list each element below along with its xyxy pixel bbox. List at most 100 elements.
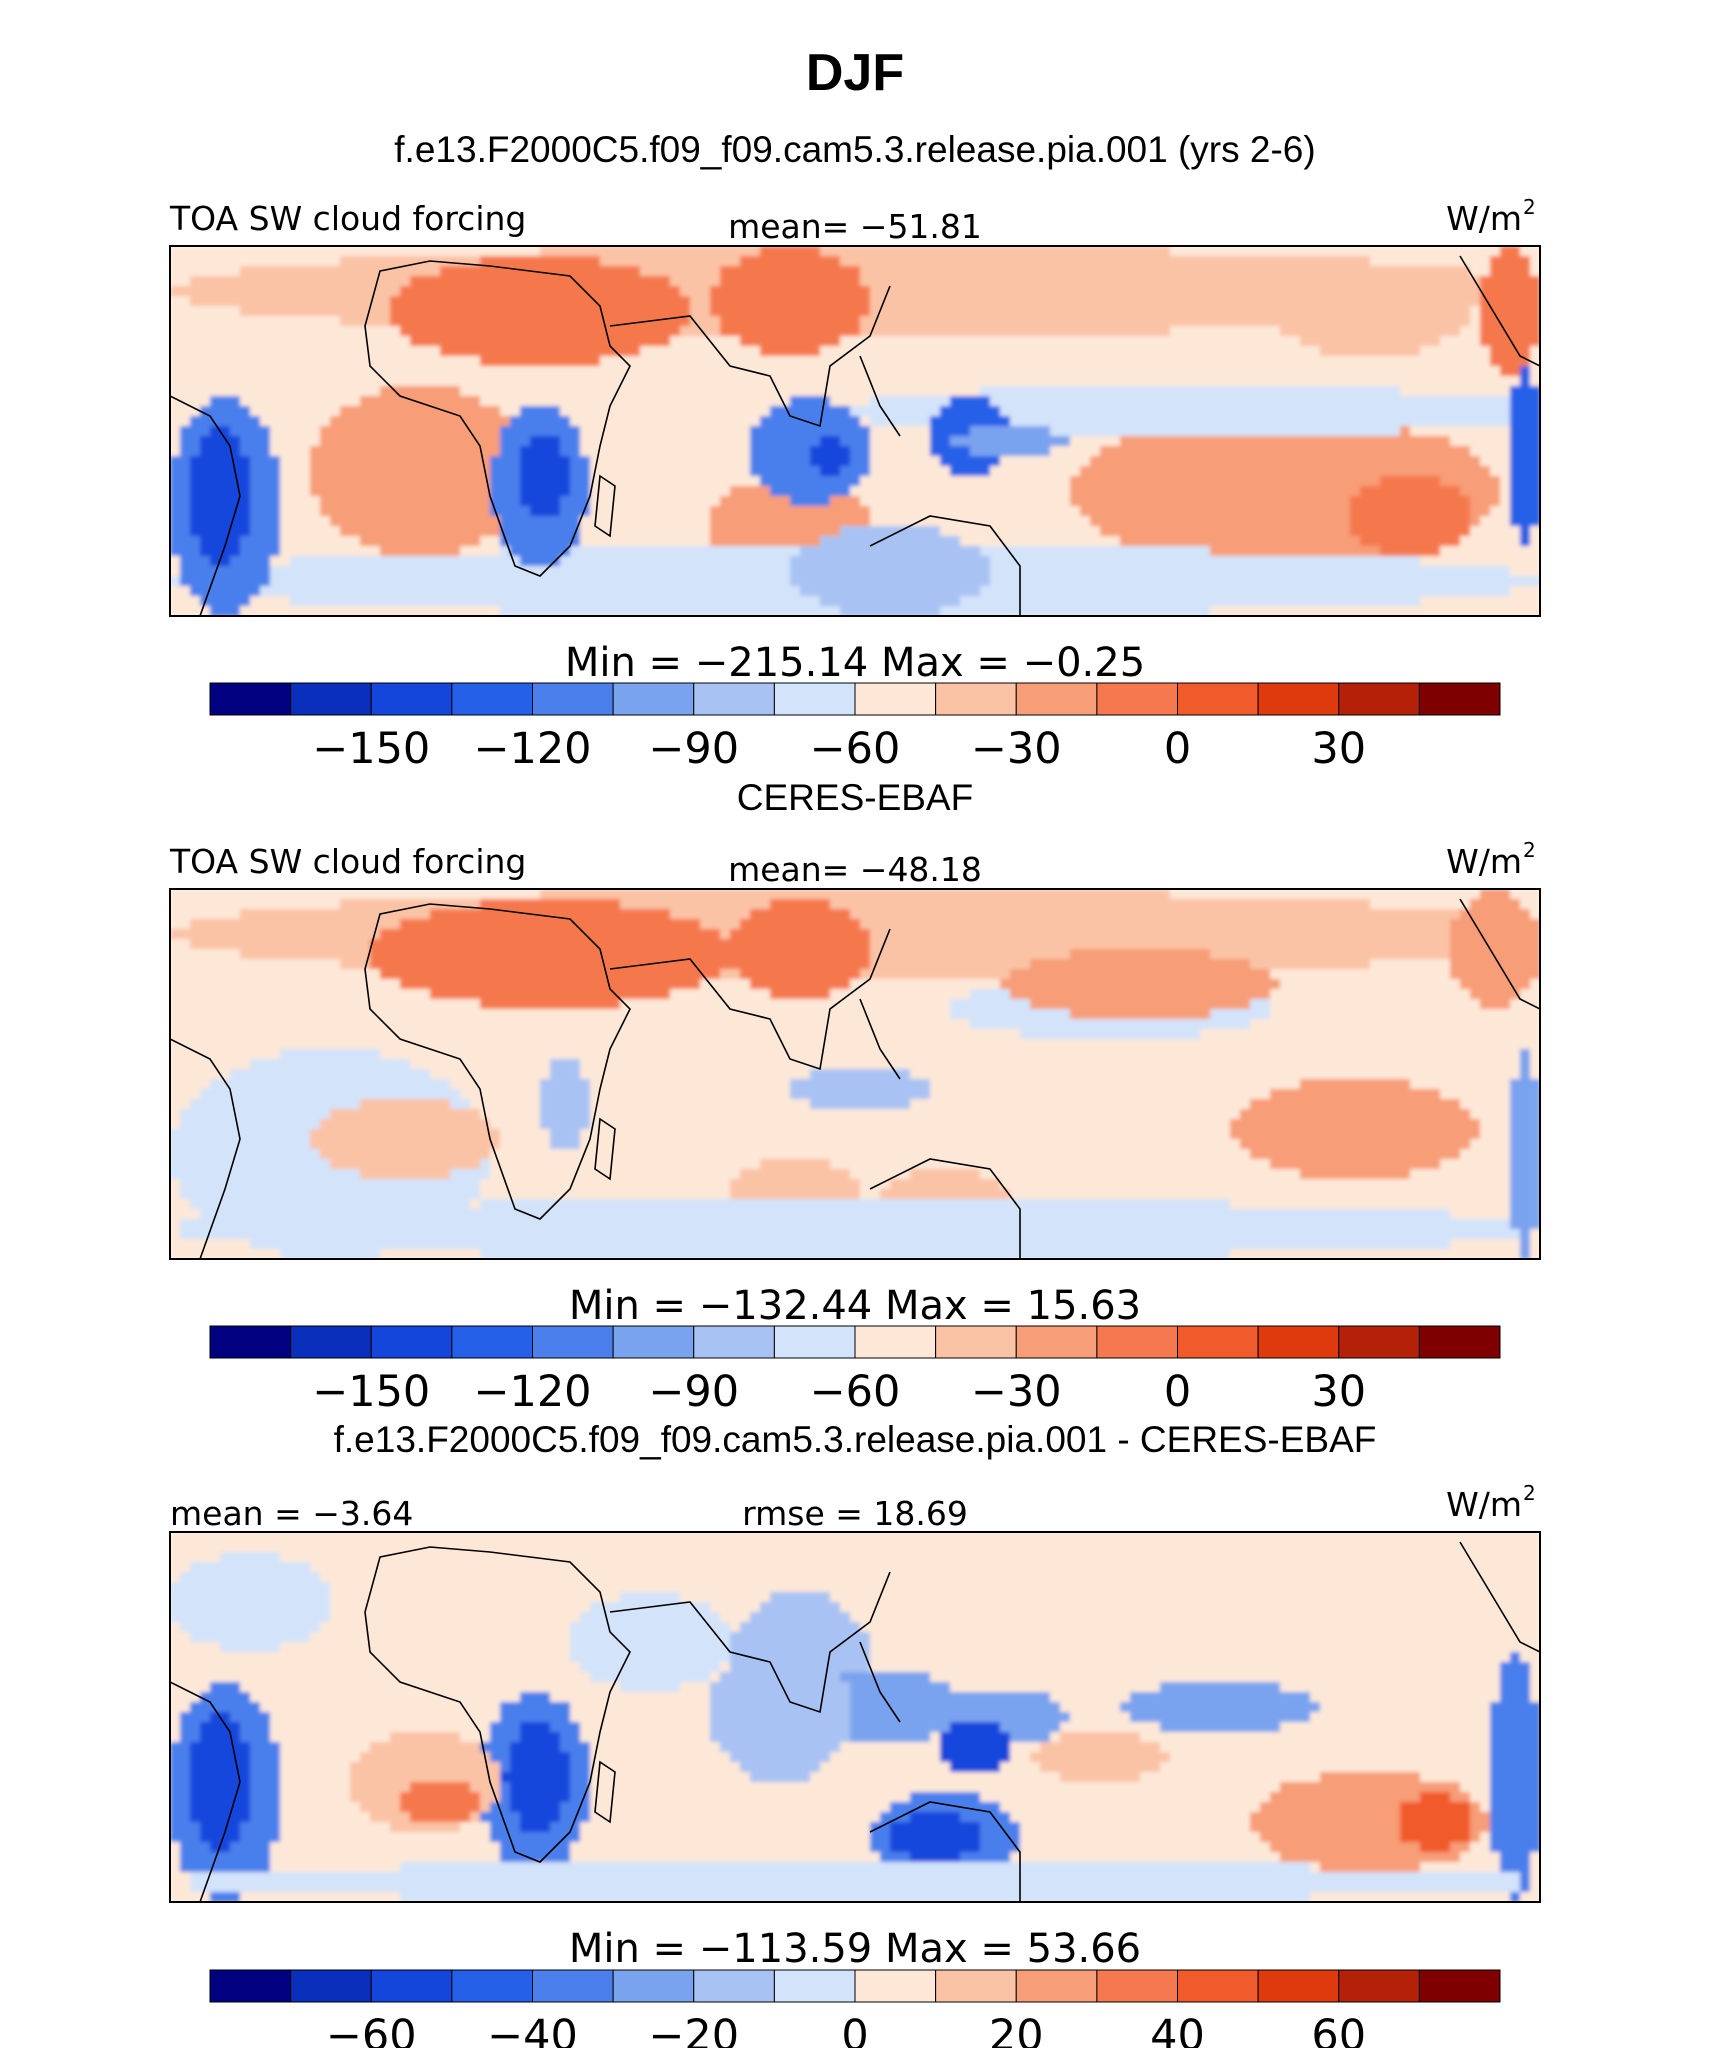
colorbar-swatch <box>451 1969 533 2003</box>
colorbar: −150 −120 −90 −60 −30 0 30 <box>209 1325 1501 1417</box>
colorbar-swatch <box>773 1969 856 2003</box>
panel-subtitle: f.e13.F2000C5.f09_f09.cam5.3.release.pia… <box>394 129 1315 170</box>
colorbar-swatch <box>370 682 453 716</box>
colorbar-swatch <box>1096 1969 1178 2003</box>
colorbar-tick-label: −30 <box>971 1367 1062 1417</box>
colorbar-swatch <box>935 1325 1017 1359</box>
minmax-label: Min = −132.44 Max = 15.63 <box>569 1283 1141 1329</box>
colorbar-tick-label: 60 <box>1311 2011 1366 2048</box>
colorbar-swatch <box>1015 1325 1098 1359</box>
colorbar-swatch <box>209 1969 292 2003</box>
colorbar-swatch <box>1418 1969 1501 2003</box>
map-frame <box>169 1531 1541 1903</box>
colorbar-tick-label: −90 <box>648 1367 739 1417</box>
coastlines <box>170 255 1540 616</box>
colorbar-tick-label: 40 <box>1150 2011 1205 2048</box>
colorbar-tick-label: 30 <box>1311 724 1366 774</box>
colorbar-swatch <box>1257 682 1340 716</box>
colorbar: −60 −40 −20 0 20 40 60 <box>209 1969 1501 2048</box>
colorbar-swatch <box>1418 682 1501 716</box>
mean-label: mean= −51.81 <box>728 207 982 246</box>
colorbar-tick-label: −40 <box>487 2011 578 2048</box>
units-label: W/m <box>1446 842 1522 881</box>
colorbar-swatch <box>451 1325 533 1359</box>
colorbar-tick-label: 0 <box>1164 1367 1191 1417</box>
colorbar-swatch <box>1338 682 1420 716</box>
panel-subtitle: f.e13.F2000C5.f09_f09.cam5.3.release.pia… <box>334 1419 1377 1460</box>
map-field <box>170 889 1540 1259</box>
colorbar-swatch <box>693 1325 775 1359</box>
coastlines <box>170 898 1540 1259</box>
colorbar-tick-label: 30 <box>1311 1367 1366 1417</box>
map-frame <box>169 888 1541 1260</box>
colorbar-swatch <box>693 1969 775 2003</box>
colorbar-swatch <box>1177 682 1259 716</box>
figure-title: DJF <box>806 44 904 102</box>
colorbar-swatch <box>370 1969 453 2003</box>
colorbar-swatch <box>290 1325 372 1359</box>
variable-label: TOA SW cloud forcing <box>169 842 526 881</box>
colorbar-swatch <box>612 682 695 716</box>
colorbar-swatch <box>773 1325 856 1359</box>
colorbar-swatch <box>612 1325 695 1359</box>
colorbar-swatch <box>1015 1969 1098 2003</box>
panel-observations: CERES-EBAF TOA SW cloud forcing mean= −4… <box>169 777 1541 1417</box>
colorbar-swatch <box>532 1325 614 1359</box>
colorbar-swatch <box>1096 682 1178 716</box>
colorbar-swatch <box>693 682 775 716</box>
colorbar-swatch <box>612 1969 695 2003</box>
coastlines <box>170 1541 1540 1902</box>
colorbar-swatch <box>1096 1325 1178 1359</box>
colorbar-tick-label: −20 <box>648 2011 739 2048</box>
colorbar-swatch <box>1338 1969 1420 2003</box>
colorbar-swatch <box>209 1325 292 1359</box>
colorbar-swatch <box>370 1325 453 1359</box>
colorbar-tick-label: −60 <box>810 724 901 774</box>
colorbar-tick-label: −60 <box>326 2011 417 2048</box>
colorbar-swatch <box>1257 1969 1340 2003</box>
variable-label: TOA SW cloud forcing <box>169 199 526 238</box>
units-label: W/m <box>1446 1485 1522 1524</box>
panel-model: f.e13.F2000C5.f09_f09.cam5.3.release.pia… <box>169 129 1541 774</box>
colorbar-swatch <box>773 682 856 716</box>
colorbar-tick-label: −60 <box>810 1367 901 1417</box>
colorbar-tick-label: 0 <box>1164 724 1191 774</box>
colorbar-swatch <box>290 1969 372 2003</box>
rmse-label: rmse = 18.69 <box>742 1494 968 1533</box>
minmax-label: Min = −215.14 Max = −0.25 <box>565 640 1145 686</box>
colorbar-swatch <box>532 682 614 716</box>
panel-difference: f.e13.F2000C5.f09_f09.cam5.3.release.pia… <box>169 1419 1541 2048</box>
minmax-label: Min = −113.59 Max = 53.66 <box>569 1926 1141 1972</box>
units-exponent: 2 <box>1523 838 1536 862</box>
units-label: W/m <box>1446 199 1522 238</box>
colorbar-tick-label: −30 <box>971 724 1062 774</box>
colorbar: −150 −120 −90 −60 −30 0 30 <box>209 682 1501 774</box>
colorbar-swatch <box>209 682 292 716</box>
map-frame <box>169 245 1541 617</box>
colorbar-swatch <box>854 682 937 716</box>
colorbar-swatch <box>935 1969 1017 2003</box>
colorbar-tick-label: −150 <box>312 1367 430 1417</box>
colorbar-swatch <box>935 682 1017 716</box>
colorbar-tick-label: 20 <box>989 2011 1044 2048</box>
colorbar-swatch <box>451 682 533 716</box>
colorbar-swatch <box>854 1969 937 2003</box>
diff-mean-label: mean = −3.64 <box>170 1494 413 1533</box>
colorbar-tick-label: −90 <box>648 724 739 774</box>
colorbar-tick-label: 0 <box>841 2011 868 2048</box>
colorbar-swatch <box>1418 1325 1501 1359</box>
colorbar-swatch <box>1257 1325 1340 1359</box>
colorbar-swatch <box>1338 1325 1420 1359</box>
colorbar-swatch <box>1177 1969 1259 2003</box>
units-exponent: 2 <box>1523 1481 1536 1505</box>
colorbar-swatch <box>854 1325 937 1359</box>
colorbar-tick-label: −150 <box>312 724 430 774</box>
panel-subtitle: CERES-EBAF <box>737 777 973 818</box>
colorbar-swatch <box>532 1969 614 2003</box>
colorbar-swatch <box>290 682 372 716</box>
map-field <box>170 1532 1540 1902</box>
colorbar-swatch <box>1015 682 1098 716</box>
map-field <box>170 246 1540 616</box>
units-exponent: 2 <box>1523 195 1536 219</box>
